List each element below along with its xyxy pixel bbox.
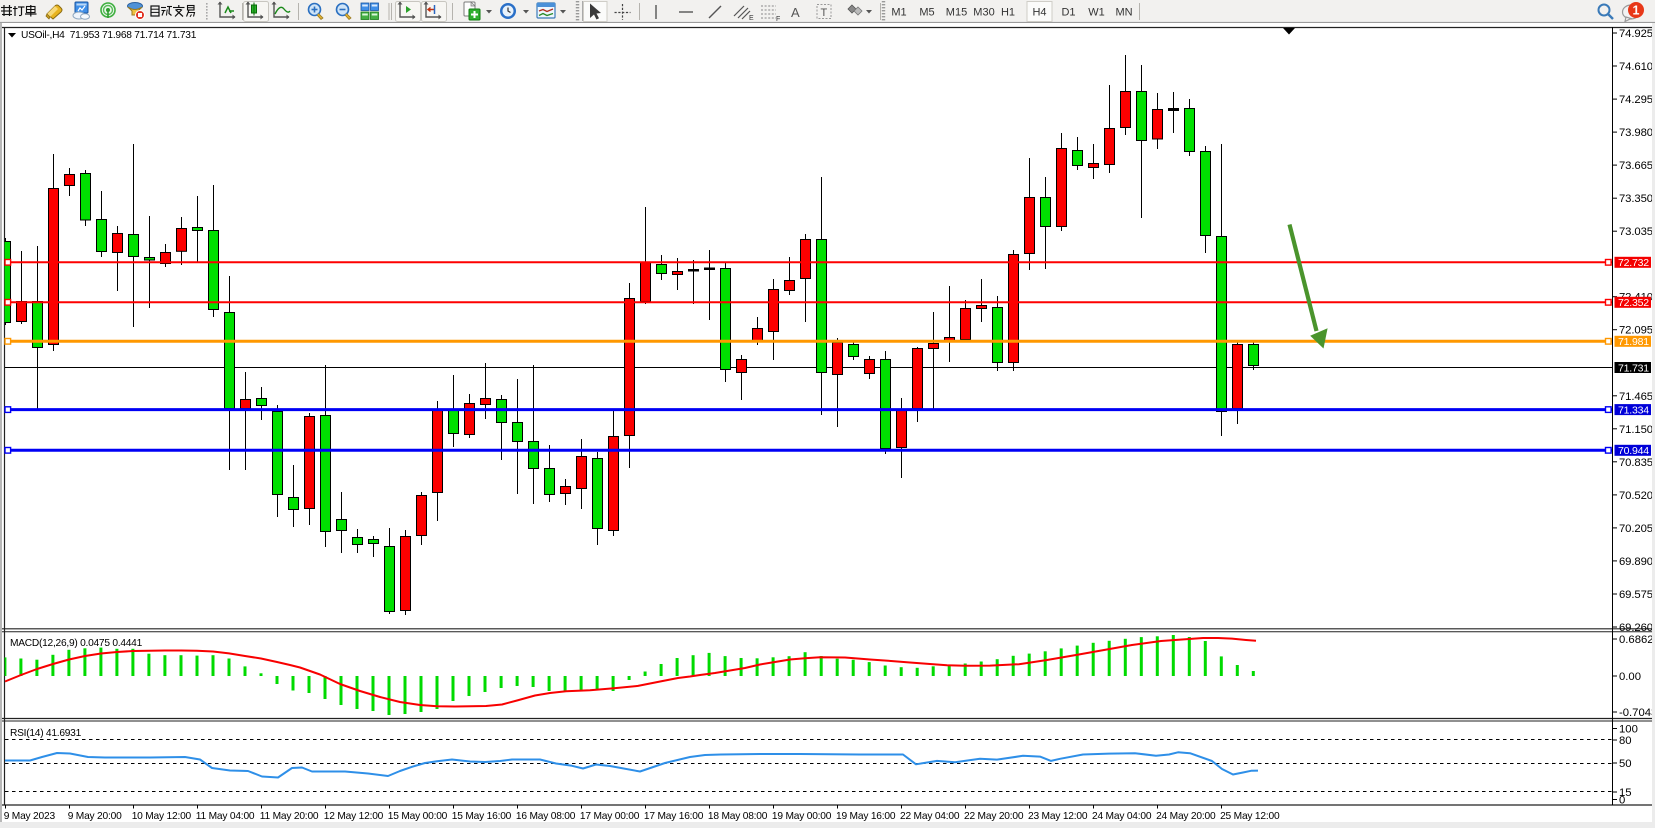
svg-text:70.835: 70.835 xyxy=(1619,457,1653,469)
svg-text:23 May 12:00: 23 May 12:00 xyxy=(1028,811,1088,822)
svg-text:74.925: 74.925 xyxy=(1619,28,1653,40)
svg-text:71.465: 71.465 xyxy=(1619,391,1653,403)
svg-text:72.352: 72.352 xyxy=(1618,297,1649,309)
svg-text:1: 1 xyxy=(1633,4,1640,18)
svg-text:W1: W1 xyxy=(1088,7,1105,19)
svg-text:A: A xyxy=(791,5,800,20)
svg-text:24 May 20:00: 24 May 20:00 xyxy=(1156,811,1216,822)
svg-text:17 May 00:00: 17 May 00:00 xyxy=(580,811,640,822)
svg-text:71.334: 71.334 xyxy=(1618,404,1649,416)
svg-text:22 May 20:00: 22 May 20:00 xyxy=(964,811,1024,822)
svg-text:H4: H4 xyxy=(1032,7,1046,19)
svg-text:17 May 16:00: 17 May 16:00 xyxy=(644,811,704,822)
svg-text:70.520: 70.520 xyxy=(1619,490,1653,502)
svg-text:22 May 04:00: 22 May 04:00 xyxy=(900,811,960,822)
svg-text:73.665: 73.665 xyxy=(1619,160,1653,172)
svg-text:71.731: 71.731 xyxy=(1618,362,1649,374)
svg-text:9 May 20:00: 9 May 20:00 xyxy=(68,811,122,822)
svg-text:74.295: 74.295 xyxy=(1619,94,1653,106)
svg-text:19 May 00:00: 19 May 00:00 xyxy=(772,811,832,822)
svg-text:74.610: 74.610 xyxy=(1619,61,1653,73)
svg-text:RSI(14) 41.6931: RSI(14) 41.6931 xyxy=(10,728,82,739)
svg-text:73.035: 73.035 xyxy=(1619,226,1653,238)
svg-text:15: 15 xyxy=(1619,787,1632,799)
svg-text:50: 50 xyxy=(1619,758,1632,770)
svg-text:MACD(12,26,9) 0.0475 0.4441: MACD(12,26,9) 0.0475 0.4441 xyxy=(10,638,143,649)
svg-text:0.6862: 0.6862 xyxy=(1619,634,1654,646)
svg-text:71.981: 71.981 xyxy=(1618,336,1649,348)
svg-text:F: F xyxy=(776,16,780,23)
svg-text:72.732: 72.732 xyxy=(1618,257,1649,269)
svg-text:-0.7043: -0.7043 xyxy=(1619,707,1655,719)
svg-text:12 May 12:00: 12 May 12:00 xyxy=(324,811,384,822)
svg-text:18 May 08:00: 18 May 08:00 xyxy=(708,811,768,822)
svg-text:0.00: 0.00 xyxy=(1619,671,1641,683)
svg-text:69.890: 69.890 xyxy=(1619,556,1653,568)
svg-text:100: 100 xyxy=(1619,724,1638,736)
svg-text:D1: D1 xyxy=(1061,7,1075,19)
svg-text:M15: M15 xyxy=(946,7,967,19)
svg-text:19 May 16:00: 19 May 16:00 xyxy=(836,811,896,822)
svg-text:80: 80 xyxy=(1619,735,1632,747)
svg-text:10 May 12:00: 10 May 12:00 xyxy=(132,811,192,822)
svg-text:USOil-,H4 71.953 71.968 71.71: USOil-,H4 71.953 71.968 71.714 71.731 xyxy=(21,30,197,41)
svg-text:9 May 2023: 9 May 2023 xyxy=(4,811,56,822)
svg-text:E: E xyxy=(749,15,754,22)
svg-text:69.260: 69.260 xyxy=(1619,622,1653,634)
svg-text:72.095: 72.095 xyxy=(1619,325,1653,337)
svg-text:71.150: 71.150 xyxy=(1619,424,1653,436)
svg-text:H1: H1 xyxy=(1001,7,1015,19)
svg-text:24 May 04:00: 24 May 04:00 xyxy=(1092,811,1152,822)
svg-text:70.944: 70.944 xyxy=(1618,445,1649,457)
svg-text:73.350: 73.350 xyxy=(1619,193,1653,205)
svg-text:70.205: 70.205 xyxy=(1619,523,1653,535)
svg-text:15 May 00:00: 15 May 00:00 xyxy=(388,811,448,822)
svg-text:T: T xyxy=(821,7,828,19)
svg-text:M5: M5 xyxy=(919,7,934,19)
svg-text:M1: M1 xyxy=(891,7,906,19)
svg-text:73.980: 73.980 xyxy=(1619,127,1653,139)
svg-text:25 May 12:00: 25 May 12:00 xyxy=(1220,811,1280,822)
svg-text:MN: MN xyxy=(1115,7,1132,19)
svg-text:11 May 20:00: 11 May 20:00 xyxy=(260,811,319,822)
svg-text:16 May 08:00: 16 May 08:00 xyxy=(516,811,576,822)
svg-text:69.575: 69.575 xyxy=(1619,589,1653,601)
svg-text:M30: M30 xyxy=(973,7,994,19)
svg-text:11 May 04:00: 11 May 04:00 xyxy=(196,811,255,822)
svg-text:15 May 16:00: 15 May 16:00 xyxy=(452,811,512,822)
svg-text:0: 0 xyxy=(1619,795,1625,807)
